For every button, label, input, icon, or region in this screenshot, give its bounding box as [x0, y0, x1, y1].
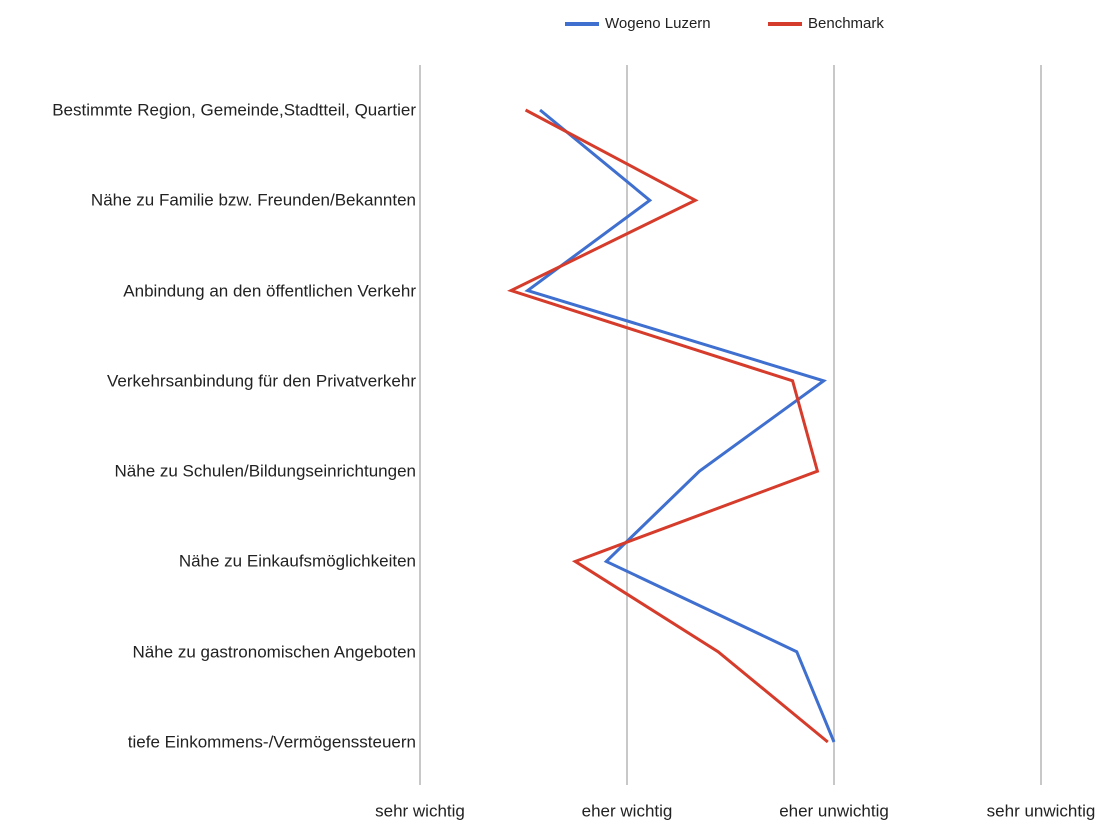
legend-label: Benchmark: [808, 15, 884, 32]
line-series: [507, 108, 829, 744]
x-tick-label: eher unwichtig: [779, 801, 889, 820]
y-tick-label: tiefe Einkommens-/Vermögenssteuern: [127, 732, 416, 752]
y-tick-label: Bestimmte Region, Gemeinde,Stadtteil, Qu…: [52, 100, 416, 120]
y-tick-label: Anbindung an den öffentlichen Verkehr: [123, 280, 416, 300]
x-tick-label: sehr wichtig: [375, 801, 465, 820]
line-series: [524, 108, 836, 743]
y-tick-label: Nähe zu Familie bzw. Freunden/Bekannten: [90, 190, 416, 210]
y-tick-label: Nähe zu Schulen/Bildungseinrichtungen: [114, 461, 416, 481]
x-tick-label: eher wichtig: [582, 801, 673, 820]
legend-label: Wogeno Luzern: [605, 15, 711, 32]
y-tick-label: Nähe zu gastronomischen Angeboten: [132, 641, 416, 661]
y-tick-label: Nähe zu Einkaufsmöglichkeiten: [178, 551, 416, 571]
x-tick-label: sehr unwichtig: [987, 801, 1096, 820]
y-tick-label: Verkehrsanbindung für den Privatverkehr: [106, 371, 416, 391]
